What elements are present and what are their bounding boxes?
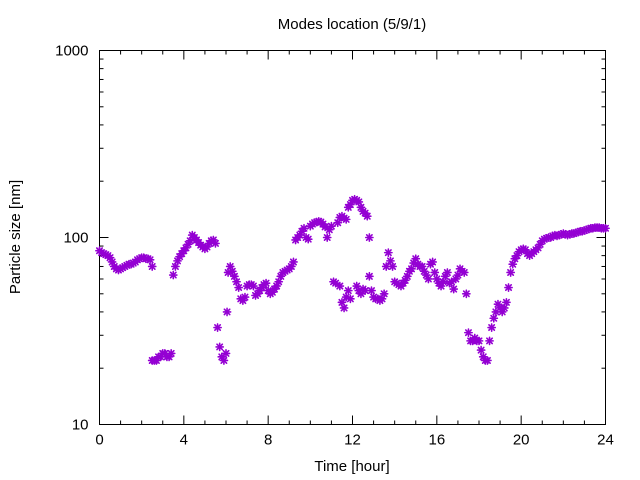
y-tick-labels: 10 100 1000	[55, 43, 88, 434]
data-point	[327, 221, 336, 231]
data-point	[423, 274, 433, 284]
data-point	[339, 303, 349, 313]
y-tick-label: 1000	[55, 43, 88, 60]
data-point	[362, 211, 372, 221]
axis-ticks	[99, 50, 606, 425]
data-point	[504, 283, 513, 292]
data-point	[145, 255, 155, 265]
x-tick-label: 8	[264, 432, 272, 449]
data-point	[211, 238, 220, 248]
data-point	[240, 292, 250, 302]
x-tick-label: 24	[597, 432, 614, 449]
x-tick-label: 12	[344, 432, 361, 449]
y-tick-label: 100	[63, 230, 88, 247]
plot-frame	[99, 50, 606, 425]
data-point	[383, 248, 393, 258]
x-tick-label: 16	[428, 432, 445, 449]
data-point	[343, 286, 353, 296]
data-point	[464, 328, 473, 338]
data-point	[166, 349, 176, 358]
data-point	[345, 294, 355, 304]
y-tick-label: 10	[72, 417, 89, 434]
data-point	[506, 268, 516, 277]
data-point	[249, 281, 258, 291]
data-point	[213, 323, 222, 332]
data-point	[502, 297, 511, 307]
data-point	[364, 271, 374, 281]
data-point	[379, 289, 389, 299]
data-point	[601, 223, 610, 233]
x-tick-label: 20	[513, 432, 530, 449]
data-point	[234, 283, 244, 292]
data-point	[476, 345, 486, 355]
data-point	[322, 233, 332, 242]
data-point	[489, 313, 499, 323]
data-point	[303, 234, 313, 244]
data-point	[474, 336, 484, 346]
x-tick-labels: 0 4 8 12 16 20 24	[95, 432, 614, 449]
chart-title: Modes location (5/9/1)	[278, 16, 426, 33]
data-point	[388, 262, 397, 271]
data-point	[221, 349, 231, 358]
x-axis-label: Time [hour]	[314, 458, 389, 475]
data-point	[364, 233, 374, 242]
data-point	[485, 336, 494, 346]
data-point	[215, 342, 225, 352]
data-point	[289, 257, 298, 267]
data-point	[428, 257, 438, 267]
data-series	[95, 194, 610, 365]
data-point	[381, 262, 391, 271]
data-point	[459, 268, 469, 277]
data-point	[483, 356, 492, 365]
data-point	[168, 270, 178, 280]
y-axis-label: Particle size [nm]	[7, 180, 24, 294]
data-point	[499, 303, 509, 313]
data-point	[219, 356, 229, 365]
data-point	[222, 307, 232, 317]
data-point	[449, 284, 459, 294]
data-point	[367, 286, 376, 296]
data-point	[442, 268, 452, 277]
data-point	[335, 281, 345, 291]
x-tick-label: 4	[180, 432, 188, 449]
data-point	[461, 289, 471, 299]
data-point	[261, 278, 271, 288]
data-point	[147, 262, 157, 271]
x-tick-label: 0	[95, 432, 103, 449]
data-point	[341, 214, 351, 224]
data-point	[299, 223, 309, 233]
data-point	[487, 323, 497, 332]
data-point	[430, 268, 440, 277]
